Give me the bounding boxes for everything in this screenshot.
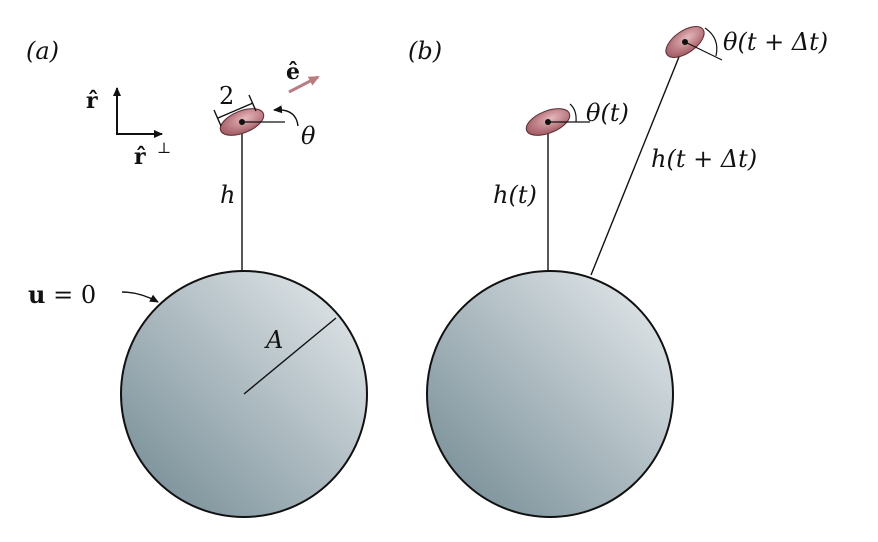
angle-label-later: θ(t + Δt) [723,28,828,56]
angle-arc-later [704,27,718,57]
angle-label-now: θ(t) [586,99,629,127]
swimmer-a: 2 ê θ [213,59,320,150]
r-perp-label: r̂ [134,144,146,170]
swimmer-now: θ(t) [525,99,629,136]
panel-a: (a) r̂ r̂ ⊥ A u = 0 h [26,37,368,518]
angle-label-a: θ [301,122,316,150]
height-label-now: h(t) [493,181,537,209]
boundary-condition: u = 0 [28,280,159,309]
basis-vectors: r̂ r̂ ⊥ [86,87,171,170]
length-tick-left [213,109,222,127]
panel-b-label: (b) [408,37,442,65]
boundary-label: u = 0 [28,280,96,309]
boundary-arrow [121,291,159,303]
r-perp-superscript: ⊥ [157,139,171,157]
direction-arrow [288,75,320,94]
r-hat-label: r̂ [86,88,98,114]
direction-label: ê [286,59,300,85]
height-label-a: h [220,181,235,209]
angle-arrow-a [273,105,299,127]
height-line-later [590,41,686,276]
panel-b: (b) h(t) h(t + Δt) θ(t) θ(t + Δt) [408,25,828,518]
radius-line [243,317,337,395]
reference-line-later [684,41,723,61]
panel-a-label: (a) [26,37,59,65]
sphere-b [426,270,674,518]
swimmer-later: θ(t + Δt) [665,25,828,61]
angle-arc-now [569,103,577,123]
height-label-later: h(t + Δt) [651,145,757,173]
length-tick-right [248,94,257,112]
length-bar [217,102,254,119]
length-label: 2 [219,82,234,110]
radius-label: A [264,326,283,354]
